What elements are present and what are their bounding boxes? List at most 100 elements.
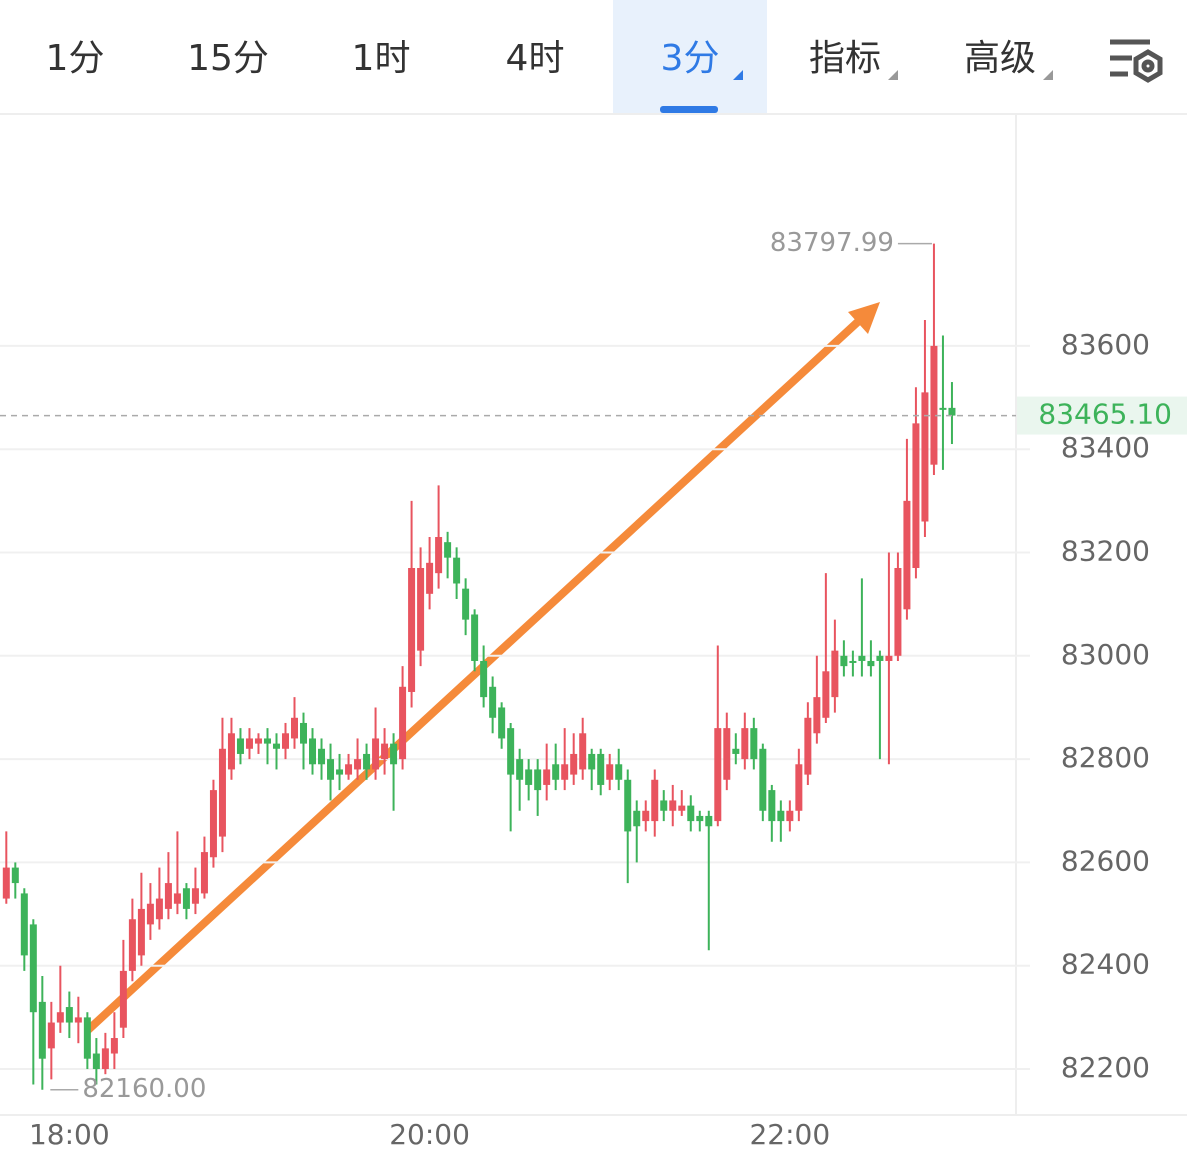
candle-body — [660, 800, 668, 811]
candle-body — [948, 407, 956, 416]
candle-body — [119, 970, 127, 1028]
candle-body — [291, 717, 299, 739]
candle-body — [245, 738, 253, 749]
candle-body — [795, 764, 803, 811]
tab[interactable]: 指标 — [809, 38, 881, 79]
candle-body — [372, 738, 380, 770]
candle-body — [921, 392, 929, 522]
candle-body — [101, 1048, 109, 1070]
candle-body — [137, 908, 145, 956]
candle-body — [146, 903, 154, 925]
candle-body — [579, 733, 587, 770]
candle-body — [705, 815, 713, 827]
candle-body — [525, 769, 533, 785]
active-tab-bg — [613, 0, 767, 113]
candle-body — [318, 748, 326, 765]
tab[interactable]: 1分 — [46, 38, 105, 79]
y-tick-label: 83600 — [1061, 328, 1150, 361]
candle-body — [885, 655, 893, 661]
candle-body — [552, 764, 560, 780]
candle-body — [876, 655, 884, 661]
candle-body — [56, 1012, 64, 1023]
candle-body — [867, 660, 875, 667]
candle-body — [813, 697, 821, 734]
candle-body — [678, 805, 686, 811]
candle-body — [20, 893, 28, 956]
candle-body — [597, 753, 605, 785]
last-price-label: 83465.10 — [1038, 398, 1172, 431]
candle-body — [426, 562, 434, 594]
candle-body — [200, 852, 208, 894]
candle-body — [489, 686, 497, 718]
candle-body — [128, 919, 136, 971]
icon-dot — [1141, 59, 1155, 73]
icon-hex — [1133, 49, 1163, 83]
candle-body — [354, 759, 362, 770]
candle-body — [164, 883, 172, 909]
candle-body — [218, 748, 226, 837]
candle-body — [309, 738, 317, 765]
y-tick-label: 82400 — [1061, 948, 1150, 981]
candle-body — [471, 614, 479, 661]
candle-body — [399, 686, 407, 760]
candle-body — [615, 764, 623, 780]
candle-body — [2, 867, 10, 899]
candle-body — [254, 738, 262, 744]
settings-icon[interactable] — [1110, 39, 1163, 83]
candle-body — [327, 759, 335, 780]
candle-body — [83, 1017, 91, 1059]
candle-body — [263, 738, 271, 744]
candle-body — [498, 707, 506, 739]
candle-body — [534, 769, 542, 791]
candle-body — [507, 728, 515, 775]
x-tick-label: 20:00 — [389, 1118, 470, 1151]
tab[interactable]: 15分 — [187, 38, 269, 79]
candle-body — [696, 815, 704, 822]
y-tick-label: 83000 — [1061, 638, 1150, 671]
dropdown-caret — [888, 70, 898, 80]
candle-body — [65, 1007, 73, 1023]
candle-body — [912, 423, 920, 568]
candle-body — [381, 743, 389, 760]
candle-body — [38, 1001, 46, 1059]
min-label: 82160.00 — [82, 1074, 206, 1104]
candle-body — [209, 790, 217, 858]
tab[interactable]: 3分 — [661, 38, 720, 79]
candle-body — [453, 557, 461, 584]
candle-body — [669, 800, 677, 811]
tab-bar: 1分 15分 1时 4时 3分 指标 高级 — [0, 0, 1187, 115]
tab[interactable]: 1时 — [352, 38, 411, 79]
candle-body — [417, 567, 425, 651]
y-tick-label: 82600 — [1061, 844, 1150, 877]
candle-body — [687, 805, 695, 822]
dropdown-caret — [1043, 70, 1053, 80]
last-price-box — [1017, 396, 1187, 435]
candle-body — [732, 748, 740, 754]
tab[interactable]: 高级 — [964, 38, 1036, 79]
candle-body — [894, 567, 902, 656]
candle-body — [300, 722, 308, 744]
candle-body — [561, 764, 569, 780]
candle-body — [741, 728, 749, 760]
candle-body — [435, 537, 443, 574]
candle-body — [768, 790, 776, 822]
y-tick-label: 83200 — [1061, 535, 1150, 568]
candle-body — [642, 810, 650, 822]
candle-body — [92, 1053, 100, 1070]
candle-body — [236, 738, 244, 754]
candle-body — [480, 660, 488, 698]
candle-body — [840, 655, 848, 667]
tab[interactable]: 4时 — [506, 38, 565, 79]
candle-body — [822, 671, 830, 718]
trend-arrow — [84, 314, 866, 1034]
candle-body — [588, 753, 596, 770]
candle-body — [939, 407, 947, 410]
y-tick-label: 83400 — [1061, 431, 1150, 464]
candle-body — [173, 893, 181, 904]
candle-body — [570, 753, 578, 775]
x-tick-label: 22:00 — [749, 1118, 830, 1151]
dropdown-caret — [733, 70, 743, 80]
candle-body — [408, 567, 416, 692]
arrow-head — [848, 302, 880, 334]
